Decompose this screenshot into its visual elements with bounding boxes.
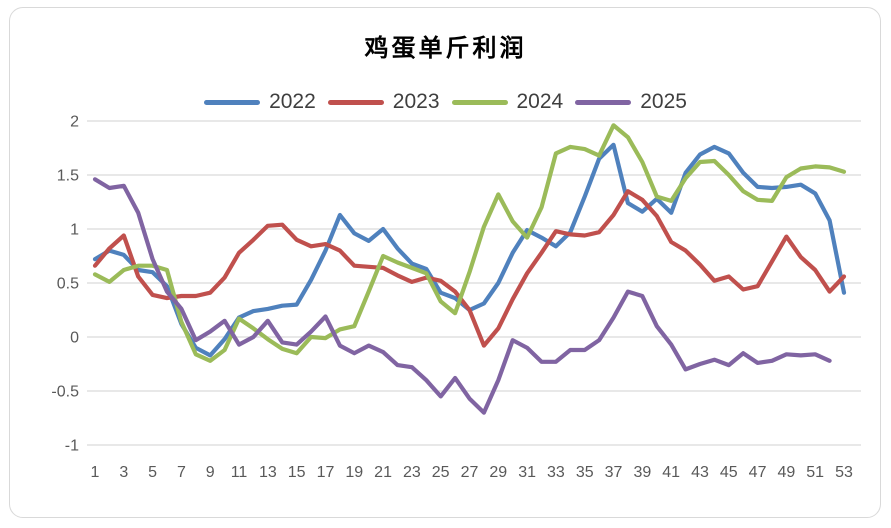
- x-tick-label: 7: [177, 464, 186, 481]
- y-tick-label: -0.5: [51, 384, 79, 401]
- x-tick-label: 33: [547, 464, 565, 481]
- x-tick-label: 27: [461, 464, 479, 481]
- x-tick-label: 35: [576, 464, 594, 481]
- legend-item-2025[interactable]: 2025: [575, 90, 687, 114]
- x-tick-label: 25: [432, 464, 450, 481]
- chart-title: 鸡蛋单斤利润: [364, 33, 527, 62]
- legend-label: 2023: [392, 90, 440, 113]
- y-tick-label: 1.5: [57, 168, 79, 185]
- legend-swatch-2024: [451, 99, 508, 105]
- legend-swatch-2022: [204, 99, 261, 105]
- x-tick-label: 3: [119, 464, 128, 481]
- x-tick-label: 37: [605, 464, 623, 481]
- x-tick-label: 43: [691, 464, 709, 481]
- x-tick-label: 47: [749, 464, 767, 481]
- legend-label: 2022: [269, 90, 316, 113]
- x-tick-label: 29: [489, 464, 507, 481]
- x-tick-label: 45: [720, 464, 738, 481]
- x-tick-label: 9: [206, 464, 215, 481]
- series-line-2024: [92, 123, 847, 363]
- legend-item-2022[interactable]: 2022: [204, 90, 316, 114]
- legend-item-2023[interactable]: 2023: [327, 90, 440, 114]
- x-tick-label: 15: [288, 464, 306, 481]
- x-tick-label: 39: [633, 464, 651, 481]
- x-tick-label: 1: [91, 464, 100, 481]
- x-tick-label: 41: [662, 464, 680, 481]
- x-tick-label: 11: [231, 464, 248, 481]
- x-tick-label: 31: [518, 464, 536, 481]
- legend-swatch-2023: [327, 99, 384, 105]
- x-tick-label: 49: [777, 464, 795, 481]
- y-tick-label: -1: [65, 438, 79, 455]
- x-tick-label: 17: [317, 464, 335, 481]
- legend-item-2024[interactable]: 2024: [451, 90, 564, 114]
- y-tick-label: 2: [70, 114, 79, 131]
- legend-label: 2024: [516, 90, 564, 113]
- x-tick-label: 53: [835, 464, 853, 481]
- chart-legend: 2022 2023 2024 2025: [0, 90, 891, 114]
- x-tick-label: 5: [148, 464, 157, 481]
- x-tick-label: 23: [403, 464, 421, 481]
- x-tick-label: 13: [259, 464, 277, 481]
- x-tick-label: 19: [345, 464, 363, 481]
- y-tick-label: 1: [70, 222, 79, 239]
- legend-swatch-2025: [575, 99, 632, 105]
- legend-label: 2025: [640, 90, 687, 113]
- y-tick-label: 0: [70, 330, 79, 347]
- x-tick-label: 51: [806, 464, 824, 481]
- series-line-2025: [92, 177, 832, 415]
- series-line-2023: [92, 189, 847, 348]
- x-tick-label: 21: [374, 464, 392, 481]
- y-tick-label: 0.5: [57, 276, 79, 293]
